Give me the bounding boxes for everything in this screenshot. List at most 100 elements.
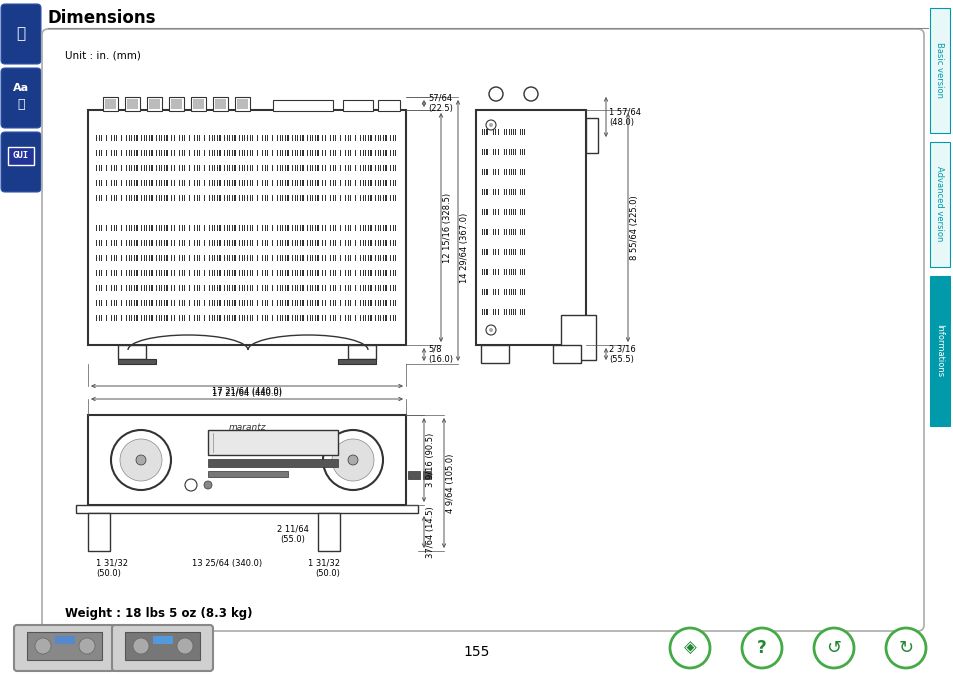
Bar	[166, 300, 168, 306]
Bar	[127, 99, 138, 109]
Bar	[355, 285, 356, 291]
Bar	[159, 300, 160, 306]
Bar	[333, 285, 334, 291]
Bar	[256, 150, 258, 156]
Bar	[166, 195, 168, 201]
Bar	[256, 135, 258, 141]
Text: 37/64 (14.5): 37/64 (14.5)	[426, 506, 435, 558]
Bar	[377, 285, 378, 291]
Bar	[136, 300, 137, 306]
Bar	[88, 415, 406, 505]
Bar	[196, 240, 197, 246]
Bar	[377, 255, 378, 261]
Bar	[121, 255, 122, 261]
Bar	[362, 240, 364, 246]
Bar	[377, 150, 378, 156]
Bar	[256, 255, 258, 261]
Bar	[227, 300, 228, 306]
Bar	[173, 165, 175, 171]
Bar	[129, 225, 130, 231]
Bar	[173, 150, 175, 156]
Bar	[196, 285, 197, 291]
Text: 1 57/64
(48.0): 1 57/64 (48.0)	[608, 107, 640, 127]
Bar	[242, 240, 243, 246]
FancyBboxPatch shape	[14, 625, 115, 671]
Bar	[302, 150, 303, 156]
Bar	[189, 270, 191, 276]
Bar	[173, 270, 175, 276]
Bar	[385, 135, 386, 141]
Bar	[250, 270, 251, 276]
Bar	[272, 240, 274, 246]
Circle shape	[669, 628, 709, 668]
Bar	[362, 225, 364, 231]
Bar	[227, 165, 228, 171]
Bar	[212, 225, 213, 231]
Bar	[287, 135, 288, 141]
Bar	[317, 270, 318, 276]
Bar	[393, 165, 394, 171]
Bar	[189, 195, 191, 201]
Bar	[325, 270, 326, 276]
Bar	[370, 225, 371, 231]
Bar	[136, 150, 137, 156]
Circle shape	[136, 455, 146, 465]
FancyBboxPatch shape	[8, 147, 34, 165]
Bar	[279, 135, 281, 141]
FancyBboxPatch shape	[1, 68, 41, 128]
Bar	[106, 315, 107, 321]
Bar	[189, 300, 191, 306]
Bar	[355, 165, 356, 171]
Text: Weight : 18 lbs 5 oz (8.3 kg): Weight : 18 lbs 5 oz (8.3 kg)	[65, 607, 253, 620]
Bar	[340, 165, 341, 171]
Bar	[333, 165, 334, 171]
Bar	[355, 135, 356, 141]
Bar	[204, 195, 205, 201]
Bar	[370, 150, 371, 156]
Bar	[302, 300, 303, 306]
Bar	[362, 135, 364, 141]
Bar	[103, 97, 118, 111]
Bar	[310, 255, 311, 261]
Text: marantz: marantz	[228, 423, 266, 431]
Bar	[173, 300, 175, 306]
Bar	[129, 150, 130, 156]
Bar	[144, 240, 145, 246]
Bar	[279, 150, 281, 156]
Bar	[27, 632, 102, 660]
Circle shape	[79, 638, 95, 654]
Bar	[347, 315, 349, 321]
Bar	[302, 135, 303, 141]
Bar	[385, 300, 386, 306]
Bar	[113, 180, 114, 186]
Bar	[347, 225, 349, 231]
Bar	[234, 300, 235, 306]
Bar	[347, 300, 349, 306]
Bar	[121, 180, 122, 186]
Bar	[250, 165, 251, 171]
Bar	[159, 225, 160, 231]
Text: Advanced version: Advanced version	[935, 166, 943, 242]
Bar	[106, 165, 107, 171]
Bar	[234, 180, 235, 186]
Bar	[173, 180, 175, 186]
Bar	[325, 240, 326, 246]
Bar	[106, 225, 107, 231]
Bar	[193, 99, 204, 109]
Bar	[302, 240, 303, 246]
FancyBboxPatch shape	[1, 4, 41, 64]
Bar	[181, 255, 183, 261]
Bar	[136, 255, 137, 261]
Bar	[181, 225, 183, 231]
Bar	[181, 270, 183, 276]
Bar	[264, 150, 266, 156]
Bar	[204, 225, 205, 231]
Bar	[377, 165, 378, 171]
Bar	[310, 285, 311, 291]
Bar	[136, 285, 137, 291]
Circle shape	[111, 430, 171, 490]
Bar	[136, 225, 137, 231]
Bar	[333, 225, 334, 231]
Bar	[234, 270, 235, 276]
Bar	[347, 285, 349, 291]
